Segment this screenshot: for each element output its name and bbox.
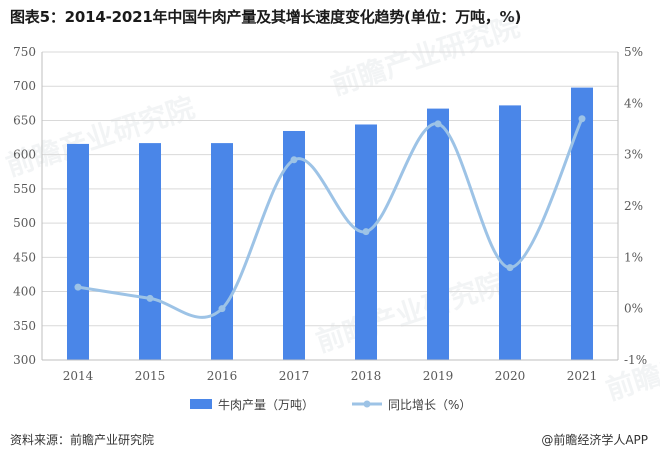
watermark-text: 前瞻产业研究院 xyxy=(2,91,199,183)
y-right-tick-label: 1% xyxy=(624,250,643,264)
bar xyxy=(283,130,305,360)
y-left-tick-label: 450 xyxy=(13,250,36,264)
y-left-tick-label: 600 xyxy=(13,148,36,162)
growth-point xyxy=(146,294,154,302)
x-tick-label: 2016 xyxy=(207,369,238,383)
bar xyxy=(427,108,449,361)
legend-label-line: 同比增长（%） xyxy=(388,398,471,412)
bar xyxy=(499,105,521,361)
y-right-tick-label: 4% xyxy=(624,96,643,110)
y-right-tick-label: 5% xyxy=(624,45,643,59)
growth-point xyxy=(362,228,370,236)
bar xyxy=(211,143,233,360)
y-left-tick-label: 550 xyxy=(13,182,36,196)
y-left-tick-label: 500 xyxy=(13,216,36,230)
x-tick-label: 2021 xyxy=(567,369,598,383)
legend-swatch-marker xyxy=(363,400,371,408)
x-tick-label: 2014 xyxy=(63,369,94,383)
bar xyxy=(355,124,377,360)
bar xyxy=(139,143,161,360)
y-right-tick-label: -1% xyxy=(624,353,647,367)
y-left-tick-label: 300 xyxy=(13,353,36,367)
growth-point xyxy=(578,115,586,123)
watermark-text: 前瞻产业研究院 xyxy=(312,267,509,359)
bar-series xyxy=(67,87,593,361)
watermark-text: 前瞻产业研究院 xyxy=(327,10,524,102)
brand-credit: @前瞻经济学人APP xyxy=(541,433,648,447)
growth-point xyxy=(74,283,82,291)
growth-point xyxy=(218,305,226,313)
x-tick-label: 2017 xyxy=(279,369,310,383)
x-tick-label: 2019 xyxy=(423,369,454,383)
chart-title: 图表5：2014-2021年中国牛肉产量及其增长速度变化趋势(单位：万吨，%) xyxy=(10,8,522,26)
y-left-tick-label: 700 xyxy=(13,79,36,93)
growth-point xyxy=(434,120,442,128)
x-tick-label: 2015 xyxy=(135,369,166,383)
legend: 牛肉产量（万吨） 同比增长（%） xyxy=(190,397,471,412)
axes: 300 350 400 450 500 550 600 650 700 750 -1% 0% 1% 2% 3… xyxy=(13,45,647,383)
growth-point xyxy=(290,156,298,164)
y-right-tick-label: 0% xyxy=(624,302,643,316)
y-right-tick-label: 2% xyxy=(624,199,643,213)
y-left-tick-label: 350 xyxy=(13,319,36,333)
y-left-tick-label: 750 xyxy=(13,45,36,59)
line-series xyxy=(74,115,586,319)
growth-point xyxy=(506,264,514,272)
grid-lines xyxy=(42,51,618,361)
y-right-tick-label: 3% xyxy=(624,148,643,162)
bar xyxy=(571,87,593,360)
x-tick-label: 2018 xyxy=(351,369,382,383)
legend-swatch-bar xyxy=(190,399,212,409)
x-tick-label: 2020 xyxy=(495,369,526,383)
y-left-tick-label: 650 xyxy=(13,113,36,127)
source-note: 资料来源：前瞻产业研究院 xyxy=(10,433,155,447)
bar xyxy=(67,143,89,360)
legend-label-bar: 牛肉产量（万吨） xyxy=(218,397,314,412)
y-left-tick-label: 400 xyxy=(13,285,36,299)
